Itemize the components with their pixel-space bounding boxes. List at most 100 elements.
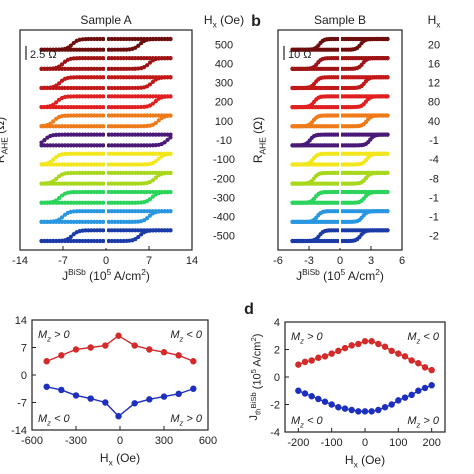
loop-point: [118, 181, 123, 186]
loop-point: [133, 113, 138, 118]
loop-point: [127, 132, 132, 137]
loop-point: [98, 181, 103, 186]
data-point: [160, 349, 168, 356]
loop-point: [80, 238, 85, 244]
loop-point: [95, 209, 100, 214]
loop-point: [65, 162, 70, 167]
data-point: [355, 340, 362, 348]
loop-point: [139, 36, 144, 42]
loop-point: [59, 219, 65, 224]
loop-point: [127, 124, 132, 129]
loop-point: [153, 228, 158, 233]
annotation: Mz < 0: [407, 331, 440, 345]
loop-point: [130, 75, 135, 80]
loop-point: [162, 56, 167, 61]
loop-point: [136, 181, 141, 186]
loop-point: [124, 113, 129, 118]
loop-series-100: [39, 113, 173, 129]
series-0: [295, 338, 435, 374]
loop-point: [130, 162, 135, 167]
loop-point: [112, 219, 117, 224]
loop-point: [89, 143, 94, 148]
loop-point: [121, 56, 126, 61]
loop-point: [142, 151, 147, 156]
loop-point: [92, 228, 97, 233]
loop-point: [39, 85, 44, 91]
loop-point: [62, 66, 68, 71]
loop-point: [95, 189, 100, 195]
loop-point: [147, 213, 153, 218]
loop-point: [92, 209, 97, 214]
y-tick-label: 4: [274, 317, 280, 329]
loop-point: [130, 113, 135, 118]
loop-point: [133, 162, 138, 167]
data-point: [58, 352, 65, 359]
loop-point: [71, 66, 76, 71]
data-point: [131, 342, 138, 349]
loop-point: [89, 124, 94, 129]
loop-point: [56, 132, 62, 137]
loop-point: [156, 75, 161, 80]
loop-point: [77, 170, 82, 176]
loop-point: [112, 104, 117, 110]
loop-series-500: [39, 36, 173, 52]
loop-point: [118, 66, 123, 71]
loop-point: [77, 238, 82, 244]
loop-point: [95, 124, 100, 129]
loop-point: [80, 75, 85, 80]
loop-point: [385, 132, 390, 137]
loop-point: [74, 219, 79, 224]
hx-label: -1: [429, 212, 439, 224]
loop-point: [127, 181, 132, 186]
data-point: [348, 342, 355, 349]
loop-series--4: [290, 151, 390, 167]
loop-point: [112, 181, 117, 186]
loop-point: [115, 56, 120, 61]
data-point: [421, 384, 429, 392]
loop-point: [98, 66, 103, 71]
data-point: [146, 396, 153, 403]
data-point: [72, 392, 80, 399]
loop-point: [112, 228, 117, 233]
loop-point: [133, 181, 138, 186]
loop-point: [144, 216, 150, 221]
loop-point: [98, 94, 103, 99]
loop-point: [147, 94, 153, 99]
loop-point: [89, 219, 94, 224]
loop-point: [139, 143, 144, 148]
loop-point: [385, 56, 390, 61]
loop-point: [51, 179, 56, 184]
loop-point: [100, 209, 106, 214]
loop-point: [136, 36, 141, 42]
annotation: Mz < 0: [291, 415, 324, 429]
loop-point: [153, 99, 158, 104]
loop-point: [100, 200, 106, 205]
loop-point: [159, 189, 164, 195]
loop-series--200: [39, 170, 173, 186]
loop-point: [168, 94, 173, 99]
loop-point: [59, 62, 65, 67]
data-point: [361, 408, 369, 415]
loop-point: [100, 66, 106, 71]
data-point: [321, 353, 329, 360]
loop-point: [118, 228, 123, 233]
loop-point: [121, 228, 126, 233]
y-tick-label: 14: [15, 315, 27, 327]
data-point: [301, 358, 309, 366]
loop-point: [86, 56, 91, 61]
loop-point: [95, 94, 100, 99]
loop-point: [144, 63, 150, 68]
loop-point: [54, 176, 59, 181]
loop-point: [162, 132, 167, 137]
y-tick-label: -2: [270, 400, 280, 412]
loop-point: [71, 181, 76, 186]
loop-point: [109, 66, 114, 71]
loop-point: [115, 143, 120, 148]
loop-point: [71, 170, 76, 176]
loop-point: [54, 124, 59, 129]
loop-point: [385, 94, 390, 99]
loop-point: [109, 85, 114, 91]
loop-point: [65, 200, 70, 205]
loop-point: [92, 47, 97, 52]
loop-point: [100, 170, 106, 176]
